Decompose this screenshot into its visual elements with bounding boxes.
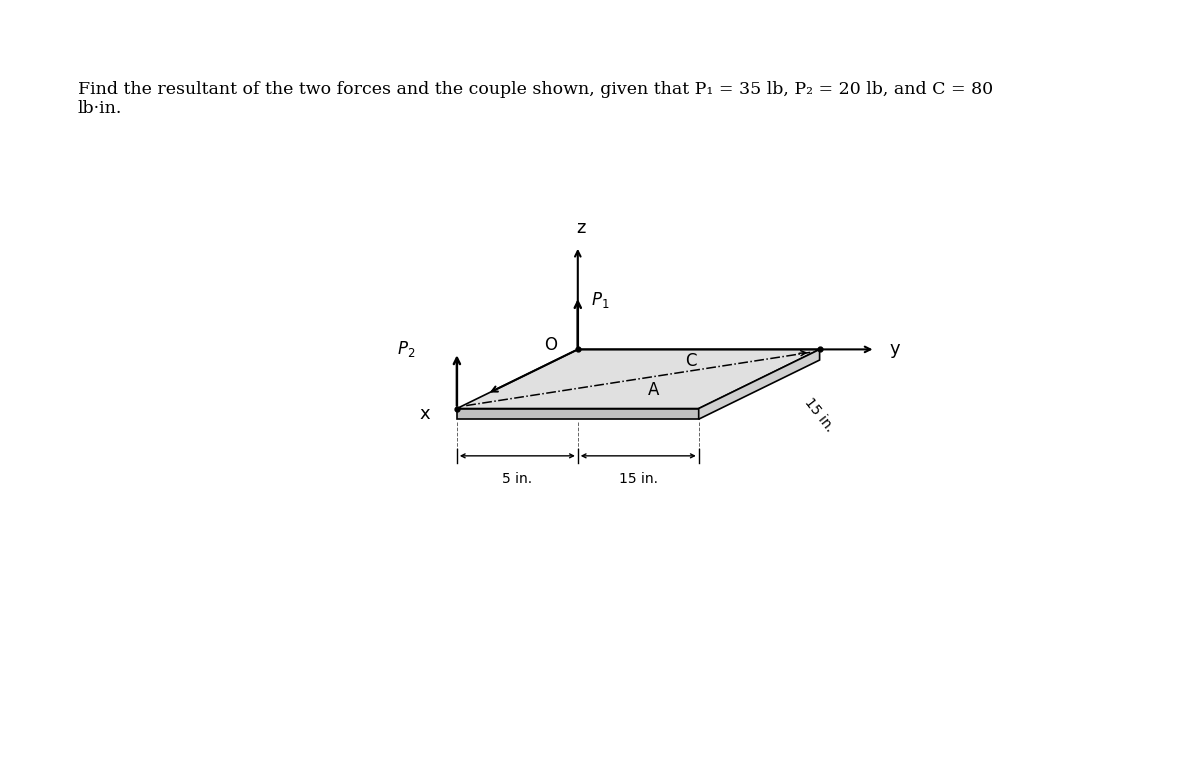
Text: y: y xyxy=(889,340,900,359)
Text: 15 in.: 15 in. xyxy=(619,472,658,486)
Text: z: z xyxy=(576,219,586,237)
Text: A: A xyxy=(648,381,659,399)
Text: 15 in.: 15 in. xyxy=(802,395,838,434)
Text: Find the resultant of the two forces and the couple shown, given that P₁ = 35 lb: Find the resultant of the two forces and… xyxy=(78,81,994,118)
Text: x: x xyxy=(419,406,430,423)
Polygon shape xyxy=(698,349,820,419)
Text: C: C xyxy=(685,353,696,370)
Polygon shape xyxy=(457,409,698,419)
Polygon shape xyxy=(457,349,820,409)
Text: $P_2$: $P_2$ xyxy=(397,339,415,359)
Text: $P_1$: $P_1$ xyxy=(590,290,610,310)
Text: 5 in.: 5 in. xyxy=(503,472,533,486)
Text: O: O xyxy=(545,336,557,354)
